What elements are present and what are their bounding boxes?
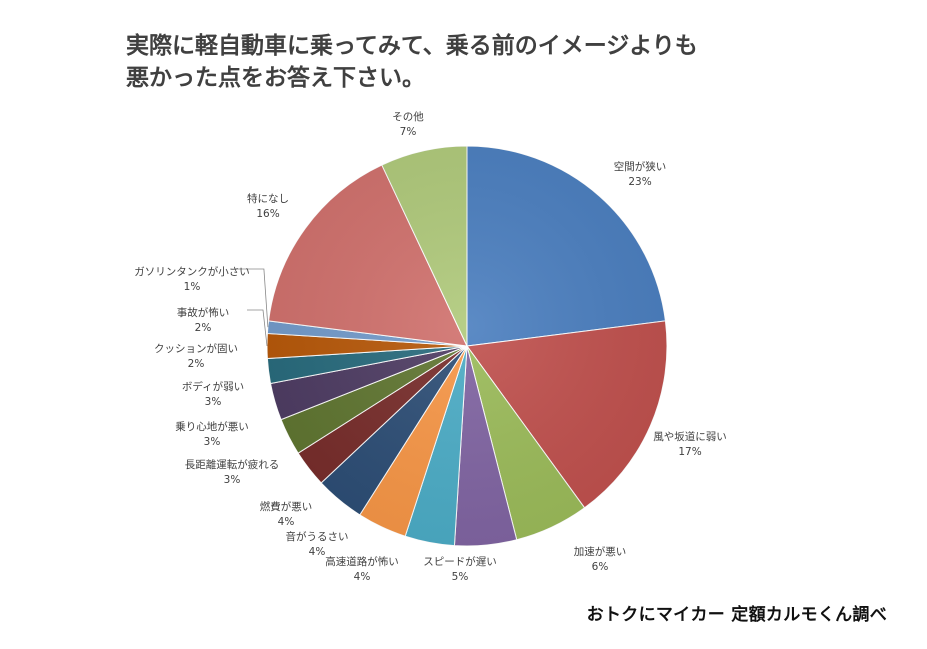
slice-label-14: 特になし [247, 193, 289, 205]
slice-percent-14: 16% [256, 208, 279, 220]
slice-percent-1: 23% [628, 176, 651, 188]
slice-label-4: スピードが遅い [423, 555, 497, 568]
slice-percent-5: 4% [354, 571, 371, 583]
slice-label-12: 事故が怖い [177, 306, 230, 319]
slice-percent-11: 2% [188, 358, 205, 370]
slice-percent-7: 4% [278, 516, 295, 528]
slice-label-8: 長距離運転が疲れる [185, 458, 280, 471]
slice-label-15: その他 [392, 110, 424, 123]
slice-percent-3: 6% [592, 561, 609, 573]
slice-percent-12: 2% [195, 322, 212, 334]
chart-title-line2: 悪かった点をお答え下さい。 [126, 65, 425, 91]
slice-label-9: 乗り心地が悪い [175, 420, 249, 433]
slice-percent-15: 7% [400, 126, 417, 138]
leader-line-12 [247, 309, 268, 347]
slice-percent-13: 1% [184, 281, 201, 293]
slice-label-1: 空間が狭い [614, 160, 667, 173]
slice-percent-4: 5% [452, 571, 469, 583]
slice-label-7: 燃費が悪い [260, 500, 313, 513]
slice-label-3: 加速が悪い [574, 545, 627, 558]
source-credit: おトクにマイカー 定額カルモくん調べ [586, 605, 887, 625]
slice-label-6: 音がうるさい [286, 530, 349, 543]
slice-label-5: 高速道路が怖い [325, 555, 399, 568]
slice-label-13: ガソリンタンクが小さい [134, 265, 250, 278]
leader-line-13 [236, 268, 269, 328]
slice-percent-2: 17% [678, 446, 701, 458]
slice-percent-10: 3% [205, 396, 222, 408]
slice-label-11: クッションが固い [154, 342, 238, 355]
chart-title-line1: 実際に軽自動車に乗ってみて、乗る前のイメージよりも [126, 33, 698, 59]
chart-title: 実際に軽自動車に乗ってみて、乗る前のイメージよりも 悪かった点をお答え下さい。 [126, 30, 826, 94]
slice-percent-6: 4% [309, 546, 326, 558]
slice-label-2: 風や坂道に弱い [653, 430, 727, 443]
slice-percent-9: 3% [204, 436, 221, 448]
slice-percent-8: 3% [224, 474, 241, 486]
slice-label-10: ボディが弱い [182, 380, 244, 393]
